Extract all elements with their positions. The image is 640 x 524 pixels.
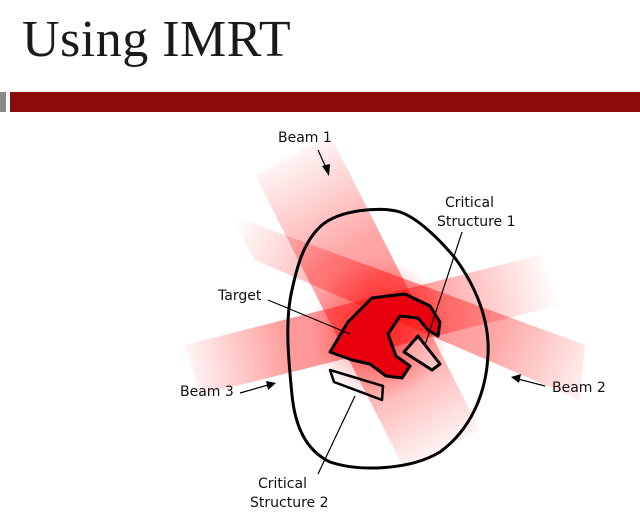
critical-1-label-line1: Critical: [445, 195, 494, 211]
slide-title: Using IMRT: [22, 11, 292, 68]
critical-2-label-line2: Structure 2: [250, 495, 328, 511]
critical-2-label-line1: Critical: [258, 476, 307, 492]
critical-structure-2: [328, 368, 385, 402]
beam-2-arrow-line: [517, 378, 546, 387]
beam-2-label: Beam 2: [552, 380, 606, 396]
beam-3-arrowhead: [266, 381, 276, 390]
target-region: [328, 292, 442, 380]
beam-2-arrowhead: [511, 374, 521, 383]
title-bar-accent: [0, 92, 6, 112]
title-bar: [10, 92, 640, 112]
critical-structure-1: [402, 334, 442, 372]
critical-1-leader: [424, 231, 463, 346]
target-label: Target: [217, 288, 262, 304]
beam-3-arrow-line: [239, 384, 269, 394]
critical-2-leader: [317, 395, 356, 475]
beam-3-label: Beam 3: [180, 384, 234, 400]
body-outline: [286, 207, 490, 470]
beam-1-arrowhead: [322, 164, 330, 176]
target-leader: [267, 299, 351, 335]
critical-1-label-line2: Structure 1: [437, 214, 515, 230]
beam-1-label: Beam 1: [278, 130, 332, 146]
